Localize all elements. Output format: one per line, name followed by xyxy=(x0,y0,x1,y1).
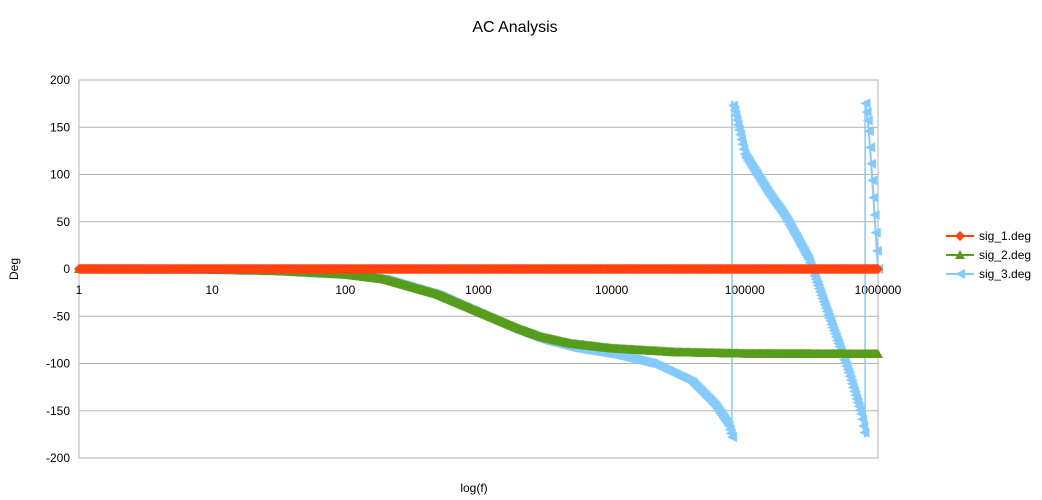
y-tick-label: -50 xyxy=(53,309,71,323)
legend-marker xyxy=(955,269,965,279)
data-point xyxy=(726,432,737,443)
x-tick-label: 10 xyxy=(205,283,219,297)
legend-marker xyxy=(955,250,965,259)
data-point xyxy=(862,115,873,126)
data-point xyxy=(870,227,881,238)
x-axis-label: log(f) xyxy=(460,481,487,495)
data-point xyxy=(873,264,883,274)
series-group xyxy=(74,98,883,443)
legend-item: sig_1.deg xyxy=(946,229,1031,243)
y-tick-label: 100 xyxy=(50,168,70,182)
data-point xyxy=(858,420,869,431)
y-tick-label: -100 xyxy=(46,357,70,371)
y-tick-label: 150 xyxy=(50,120,70,134)
legend-label: sig_2.deg xyxy=(979,248,1031,262)
legend: sig_1.deg sig_2.deg sig_3.deg xyxy=(946,229,1031,281)
data-point xyxy=(857,414,868,425)
x-tick-label: 10000 xyxy=(595,283,629,297)
series-sig_2.deg xyxy=(74,264,883,359)
x-tick-label: 1000000 xyxy=(855,283,902,297)
chart-title: AC Analysis xyxy=(472,19,557,36)
legend-label: sig_3.deg xyxy=(979,267,1031,281)
data-point xyxy=(860,98,871,109)
data-point xyxy=(861,107,872,118)
x-tick-labels: 1 10 100 1000 10000 100000 1000000 xyxy=(76,283,902,297)
data-point xyxy=(869,209,880,220)
x-tick-label: 1 xyxy=(76,283,83,297)
x-tick-label: 100000 xyxy=(725,283,765,297)
legend-item: sig_3.deg xyxy=(946,267,1031,281)
y-tick-label: 200 xyxy=(50,73,70,87)
y-tick-labels: 200 150 100 50 0 -50 -100 -150 -200 xyxy=(46,73,70,465)
legend-item: sig_2.deg xyxy=(946,248,1031,262)
data-point xyxy=(863,126,874,137)
data-point xyxy=(871,245,882,256)
x-tick-label: 1000 xyxy=(465,283,492,297)
data-point xyxy=(868,192,879,203)
y-tick-label: -150 xyxy=(46,404,70,418)
data-point xyxy=(873,349,883,359)
data-point xyxy=(867,175,878,186)
legend-marker xyxy=(955,231,965,241)
y-axis-label: Deg xyxy=(7,258,21,280)
legend-label: sig_1.deg xyxy=(979,229,1031,243)
data-point xyxy=(859,427,870,438)
series-sig_1.deg xyxy=(74,264,883,274)
y-tick-label: -200 xyxy=(46,451,70,465)
x-tick-label: 100 xyxy=(335,283,355,297)
data-point xyxy=(866,158,877,169)
y-tick-label: 50 xyxy=(57,215,71,229)
y-tick-label: 0 xyxy=(63,262,70,276)
data-point xyxy=(865,142,876,153)
